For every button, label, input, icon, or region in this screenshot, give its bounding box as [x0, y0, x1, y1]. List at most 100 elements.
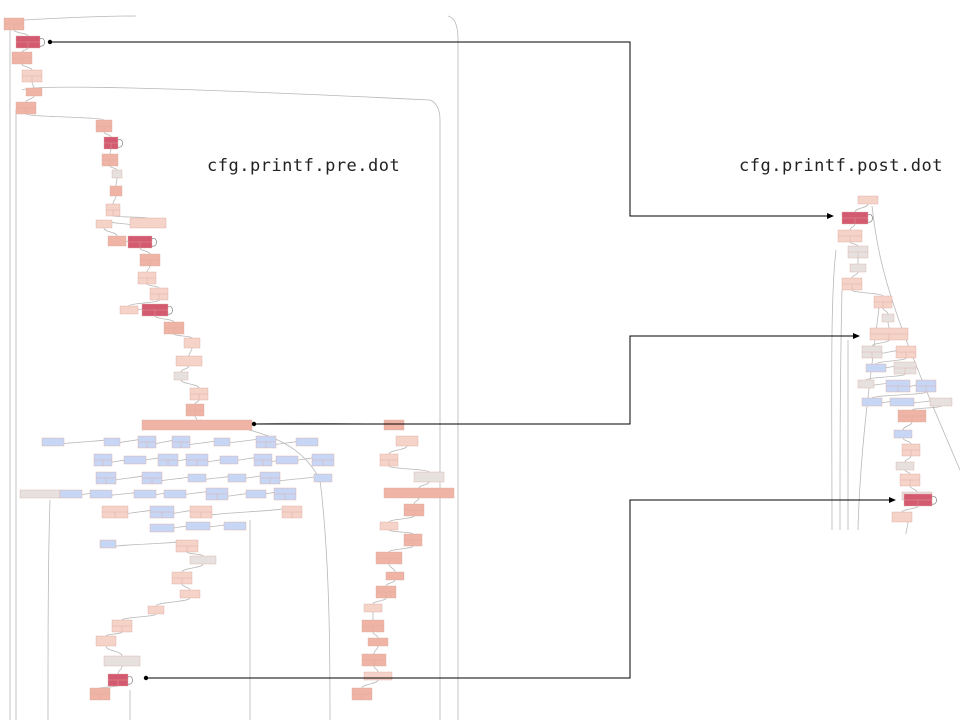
cfg-node: [311, 453, 335, 467]
cfg-node: [901, 443, 921, 457]
cfg-node: [375, 585, 397, 599]
cfg-node-box: [119, 305, 139, 315]
cfg-node: [893, 361, 917, 375]
graph-edge: [139, 247, 151, 255]
cfg-node: [865, 363, 887, 373]
cfg-node: [141, 303, 173, 317]
cfg-node: [109, 185, 123, 197]
comparison-arrows: [47, 39, 896, 681]
cfg-node-box: [149, 523, 175, 533]
cfg-node-box: [295, 437, 319, 447]
cfg-node-box: [25, 87, 43, 97]
cfg-node-box: [111, 169, 123, 179]
cfg-node-box: [889, 397, 915, 407]
cfg-node-box: [175, 355, 203, 367]
cfg-node: [885, 379, 911, 393]
graph-edge: [875, 357, 907, 365]
graph-edge: [155, 597, 191, 607]
cfg-node: [189, 387, 209, 401]
cfg-node: [123, 455, 147, 465]
cfg-node: [59, 489, 83, 499]
cfg-node: [185, 521, 211, 531]
arrowhead-icon: [827, 213, 834, 219]
graph-edge: [871, 339, 890, 347]
graph-edge: [385, 579, 396, 587]
cfg-node-box: [383, 419, 405, 431]
cfg-node: [107, 235, 127, 247]
graph-edge: [904, 469, 911, 475]
cfg-node: [93, 453, 113, 467]
cfg-node: [857, 195, 879, 205]
cfg-node: [149, 523, 175, 533]
cfg-node: [171, 571, 193, 585]
graph-edge: [107, 539, 188, 549]
cfg-node: [25, 87, 43, 97]
cfg-node-box: [213, 437, 231, 447]
cfg-node: [223, 521, 247, 531]
cfg-node: [375, 551, 403, 565]
cfg-node-box: [123, 455, 147, 465]
cfg-node: [149, 287, 169, 301]
graph-edge: [373, 645, 379, 655]
graph-edge: [188, 347, 193, 357]
cfg-node-box: [881, 313, 895, 323]
graph-edge: [25, 113, 105, 121]
cfg-node: [929, 397, 953, 407]
cfg-node: [163, 489, 187, 499]
cfg-node: [175, 539, 199, 553]
cfg-node-box: [59, 489, 83, 499]
cfg-node: [869, 327, 909, 341]
graph-back-edge: [447, 15, 459, 720]
graph-edge: [372, 631, 379, 639]
cfg-node-box: [383, 487, 455, 499]
cfg-node: [897, 409, 927, 423]
graph-edge: [194, 399, 200, 405]
graph-edge: [851, 289, 884, 297]
cfg-node: [163, 321, 185, 335]
cfg-node: [837, 229, 863, 243]
graph-edge: [180, 379, 200, 389]
cfg-node: [205, 487, 229, 501]
cfg-node-box: [849, 263, 867, 273]
cfg-node: [95, 119, 113, 133]
cfg-node: [189, 555, 217, 565]
arrowhead-icon: [853, 333, 860, 339]
cfg-node: [219, 455, 239, 465]
cfg-node: [111, 619, 133, 633]
graph-edge: [180, 365, 190, 373]
graph-edge: [181, 583, 191, 591]
graph-back-edge: [23, 15, 137, 21]
cfg-node: [889, 397, 915, 407]
cfg-node: [89, 489, 113, 499]
cfg-node: [185, 453, 209, 467]
cfg-node: [179, 589, 201, 599]
cfg-node-box: [363, 603, 383, 613]
graph-edge: [911, 405, 942, 411]
cfg-node: [15, 101, 37, 115]
cfg-node: [183, 337, 201, 349]
graph-edge: [882, 307, 889, 315]
cfg-node-box: [893, 429, 913, 439]
cfg-node-box: [367, 637, 389, 647]
graph-edge: [146, 265, 151, 273]
cfg-node: [255, 435, 277, 449]
cfg-node-box: [275, 455, 299, 465]
graph-edge: [388, 545, 414, 553]
graph-edge: [388, 563, 396, 573]
self-loop-edge: [867, 214, 873, 223]
cfg-node: [385, 571, 405, 581]
graph-edge: [115, 177, 118, 187]
arrow-line: [50, 41, 828, 217]
graph-edge: [186, 551, 204, 557]
cfg-node-box: [223, 521, 247, 531]
cfg-node: [873, 295, 893, 309]
cfg-node-box: [379, 521, 399, 531]
graph-edge: [871, 391, 927, 399]
cfg-node-box: [107, 235, 127, 247]
cfg-node: [107, 673, 133, 687]
graph-edge: [21, 47, 29, 53]
graph-back-edge: [831, 249, 837, 531]
cfg-node: [273, 487, 297, 501]
cfg-node: [253, 453, 273, 467]
